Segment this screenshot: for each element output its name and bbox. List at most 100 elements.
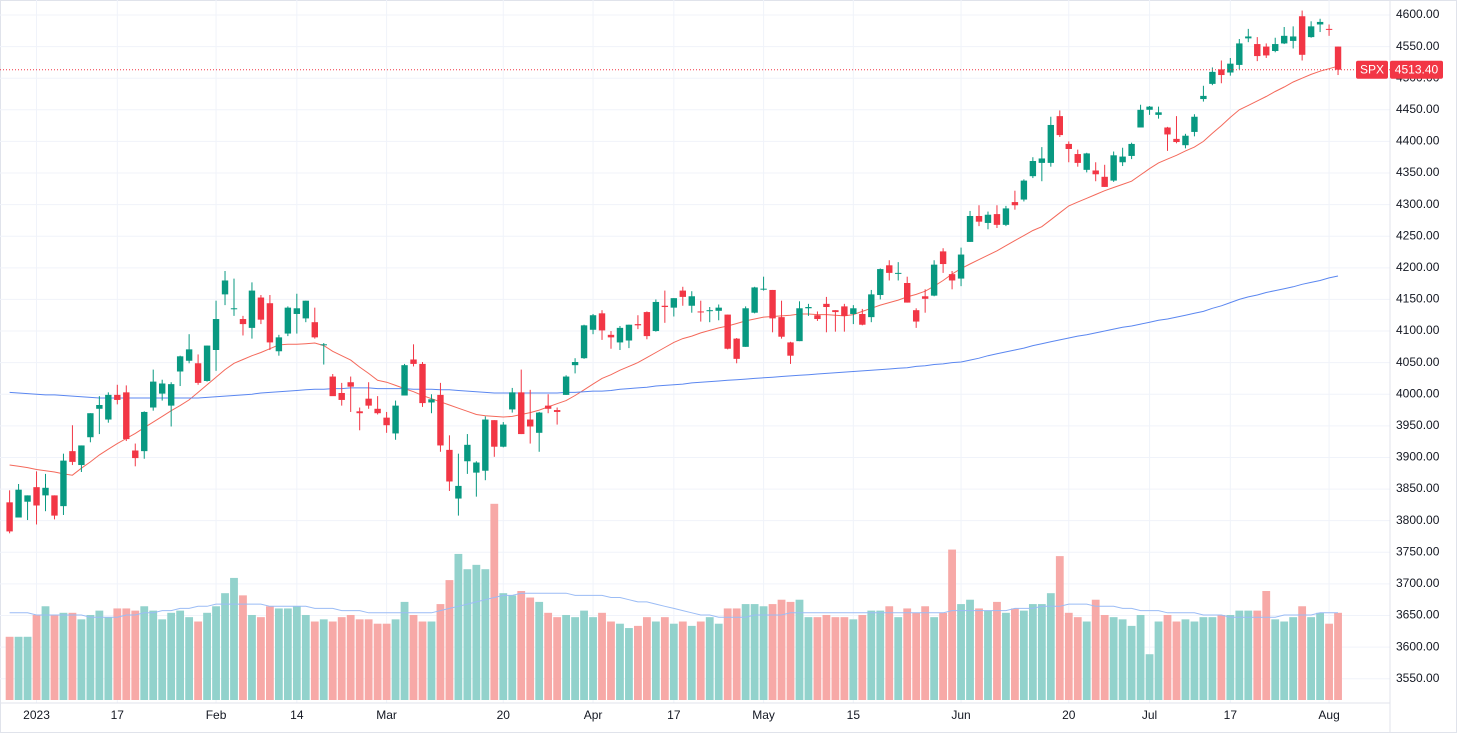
volume-bar — [274, 608, 283, 700]
candle-body — [51, 495, 58, 516]
volume-bar — [158, 619, 167, 700]
candle-body — [329, 376, 336, 397]
candle-body — [518, 392, 525, 435]
x-tick-label: Jul — [1142, 708, 1157, 722]
candle-body — [1146, 106, 1153, 110]
candle-body — [993, 214, 1001, 225]
volume-bar — [867, 610, 876, 700]
volume-bar — [248, 614, 256, 700]
candle-body — [1307, 26, 1315, 38]
volume-bar — [625, 628, 633, 700]
x-tick-label: 15 — [847, 708, 861, 722]
volume-bar — [651, 621, 660, 700]
candle-body — [464, 444, 471, 462]
candle-body — [96, 404, 103, 409]
candle-body — [500, 424, 507, 447]
volume-bar — [553, 617, 562, 700]
volume-bar — [1145, 654, 1154, 700]
candle-body — [1083, 153, 1090, 170]
x-tick-label: Mar — [376, 708, 397, 722]
candle-body — [742, 308, 749, 347]
volume-bar — [786, 601, 795, 700]
candle-body — [266, 303, 274, 343]
candle-body — [975, 215, 983, 222]
candle-body — [634, 324, 642, 326]
volume-bar — [194, 621, 202, 700]
volume-bar — [831, 617, 840, 700]
candle-body — [571, 362, 579, 366]
candle-body — [1200, 95, 1207, 100]
candle-body — [1209, 71, 1216, 84]
x-tick-label: 17 — [667, 708, 681, 722]
candle-body — [302, 300, 310, 319]
volume-bar — [400, 601, 409, 700]
volume-bar — [418, 621, 427, 700]
volume-bar — [239, 595, 247, 700]
volume-bar — [750, 604, 759, 700]
candle-body — [1182, 135, 1189, 146]
candle-body — [1074, 154, 1081, 163]
volume-bar — [481, 569, 490, 700]
volume-bar — [1127, 625, 1136, 700]
candle-body — [203, 345, 211, 381]
volume-bar — [427, 621, 436, 700]
candle-body — [643, 312, 651, 337]
volume-bar — [948, 549, 956, 700]
volume-bar — [1055, 556, 1064, 700]
volume-bar — [1244, 610, 1253, 700]
volume-bar — [957, 604, 965, 700]
volume-bar — [499, 593, 508, 700]
volume-bar — [1002, 612, 1010, 700]
volume-bar — [319, 619, 328, 700]
volume-bar — [23, 636, 32, 700]
volume-bar — [580, 610, 588, 700]
volume-bar — [795, 599, 804, 700]
candle-body — [212, 319, 220, 350]
candle-body — [832, 310, 839, 313]
volume-bar — [95, 610, 104, 700]
candle-body — [984, 214, 992, 223]
candle-body — [1029, 160, 1037, 177]
candle-body — [1254, 44, 1261, 57]
candle-body — [1227, 63, 1234, 73]
volume-bar — [113, 608, 122, 700]
volume-bar — [257, 617, 265, 700]
volume-bar — [77, 619, 86, 700]
volume-bar — [1226, 614, 1235, 700]
candle-body — [347, 382, 354, 387]
volume-bar — [1064, 612, 1073, 700]
candle-body — [652, 301, 660, 332]
candle-body — [679, 290, 686, 297]
candle-body — [1245, 36, 1252, 39]
x-tick-label: 2023 — [23, 708, 50, 722]
volume-bar — [1235, 610, 1244, 700]
candle-body — [877, 269, 884, 296]
candle-body — [939, 251, 947, 265]
candle-body — [1218, 69, 1225, 76]
candle-body — [320, 344, 327, 346]
volume-bar — [346, 614, 355, 700]
candle-body — [365, 398, 372, 406]
candle-body — [221, 280, 229, 295]
y-tick-label: 3950.00 — [1396, 418, 1440, 432]
candle-body — [42, 487, 49, 496]
volume-bar — [993, 601, 1001, 700]
candle-body — [1334, 46, 1342, 70]
candle-body — [823, 303, 830, 308]
volume-bar — [562, 614, 571, 700]
candle-body — [176, 356, 184, 372]
candle-body — [257, 297, 265, 320]
candle-body — [697, 311, 704, 313]
volume-bar — [1163, 614, 1172, 700]
candle-body — [1173, 138, 1180, 143]
volume-bar — [149, 610, 158, 700]
candle-body — [796, 308, 803, 342]
volume-bar — [328, 621, 337, 700]
candle-body — [419, 363, 426, 404]
candle-body — [787, 342, 794, 356]
volume-bar — [930, 617, 939, 700]
candle-body — [1128, 143, 1135, 156]
candle-body — [957, 254, 965, 279]
y-tick-label: 4400.00 — [1396, 134, 1440, 148]
